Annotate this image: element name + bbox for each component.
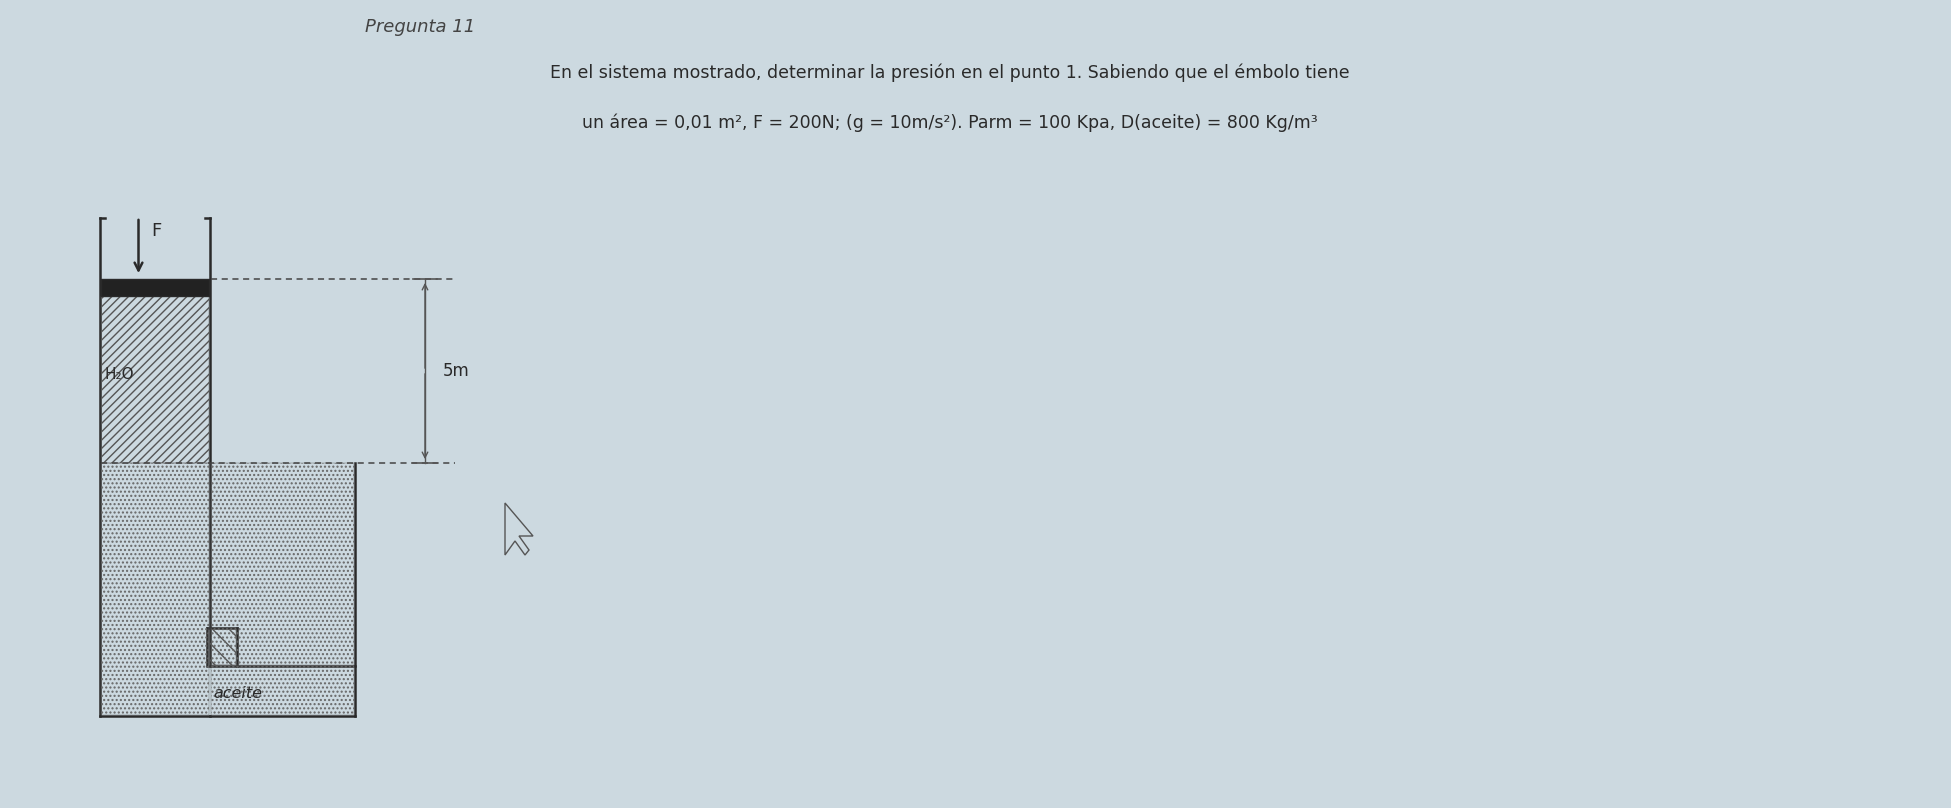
Polygon shape: [505, 503, 533, 555]
Bar: [211, 666, 353, 715]
Text: 5m: 5m: [443, 362, 470, 380]
Bar: [211, 463, 353, 665]
Text: Pregunta 11: Pregunta 11: [365, 18, 476, 36]
Bar: [209, 629, 236, 665]
Text: aceite: aceite: [213, 687, 261, 701]
Text: H₂O: H₂O: [105, 367, 135, 382]
Text: F: F: [152, 222, 162, 240]
Bar: [101, 463, 209, 715]
Bar: [101, 279, 209, 296]
Text: En el sistema mostrado, determinar la presión en el punto 1. Sabiendo que el émb: En el sistema mostrado, determinar la pr…: [550, 63, 1350, 82]
Text: un área = 0,01 m², F = 200N; (g = 10m/s²). Parm = 100 Kpa, D(aceite) = 800 Kg/m³: un área = 0,01 m², F = 200N; (g = 10m/s²…: [581, 113, 1317, 132]
Bar: [101, 296, 209, 463]
